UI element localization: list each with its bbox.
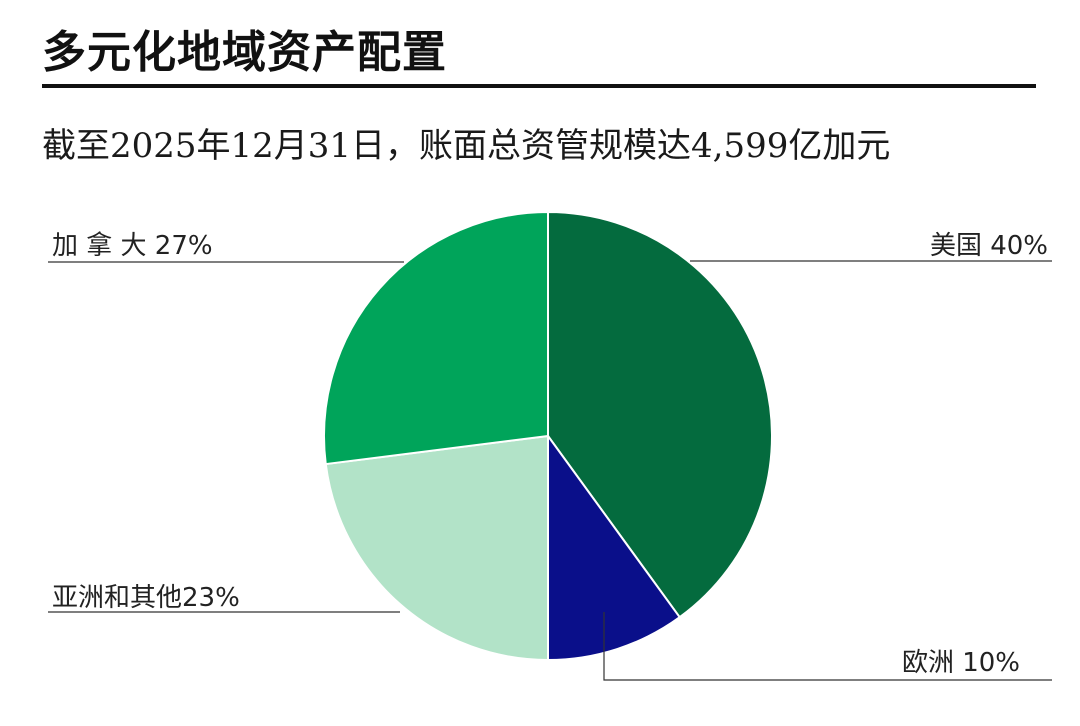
pie-slice-0 <box>547 210 773 619</box>
pie-slice-1 <box>547 432 682 662</box>
slice-label-0: 美国 40% <box>930 231 1048 261</box>
pie-slice-3 <box>323 210 549 466</box>
pie-slice-2 <box>324 434 549 662</box>
slice-label-3: 加 拿 大 27% <box>52 231 213 261</box>
slice-label-2: 亚洲和其他23% <box>52 583 240 613</box>
chart-subtitle: 截至2025年12月31日，账面总资管规模达4,599亿加元 <box>42 126 891 166</box>
pie-slices <box>323 210 773 662</box>
chart-title: 多元化地域资产配置 <box>42 27 447 78</box>
slice-labels: 美国 40% 欧洲 10% 亚洲和其他23% 加 拿 大 27% <box>52 231 1048 678</box>
slice-label-1: 欧洲 10% <box>902 648 1020 678</box>
leader-lines <box>48 260 1052 681</box>
leader-line-1 <box>603 612 1052 681</box>
title-divider <box>42 84 1036 88</box>
